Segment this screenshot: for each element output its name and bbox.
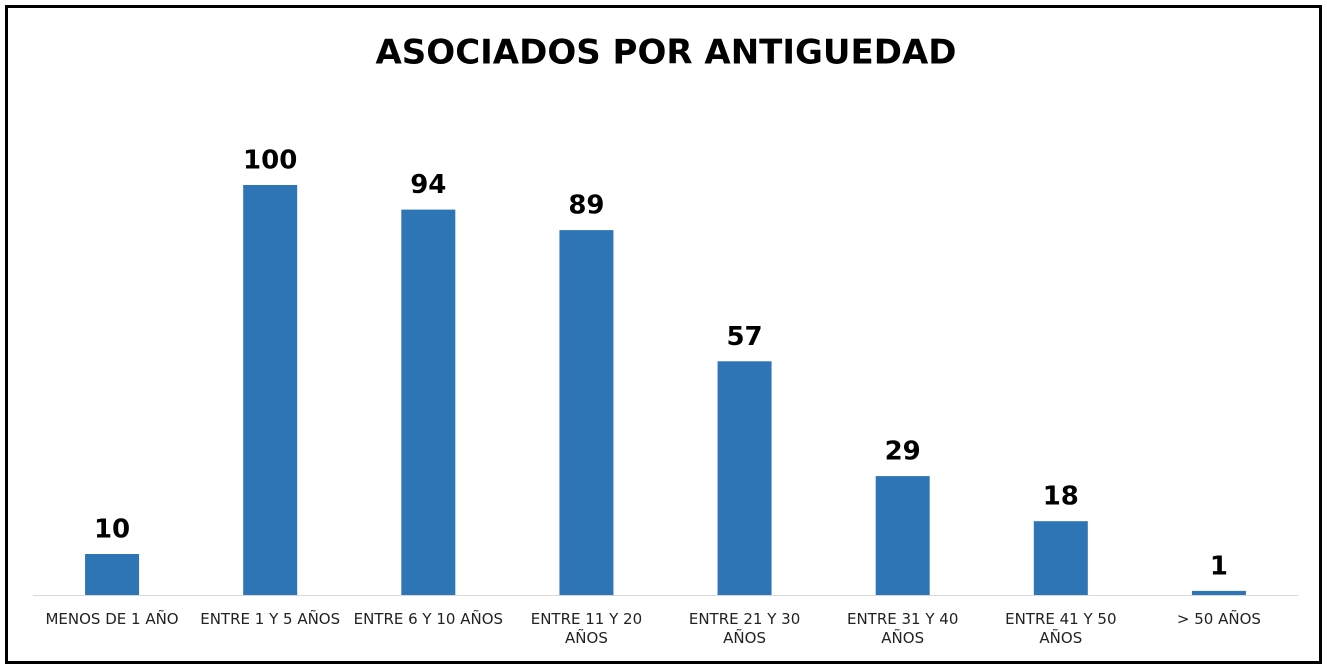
data-label: 57 (726, 322, 762, 352)
x-tick-label: ENTRE 6 Y 10 AÑOS (353, 610, 504, 628)
x-tick-label: ENTRE 1 Y 5 AÑOS (200, 610, 341, 628)
x-tick-label: ENTRE 11 Y 20 AÑOS (530, 610, 643, 647)
frame (5, 5, 1322, 664)
x-tick-label: ENTRE 31 Y 40 AÑOS (846, 610, 959, 647)
bar (401, 209, 456, 595)
data-label: 94 (410, 170, 446, 200)
data-label: 18 (1043, 482, 1079, 512)
x-tick-label: ENTRE 21 Y 30 AÑOS (688, 610, 801, 647)
bar (875, 476, 930, 595)
bar (85, 554, 140, 595)
bar (1191, 590, 1246, 595)
bar (559, 230, 614, 595)
x-tick-label: MENOS DE 1 AÑO (45, 610, 179, 628)
data-label: 100 (243, 146, 297, 176)
bar (243, 185, 298, 595)
data-label: 29 (885, 437, 921, 467)
data-label: 89 (568, 191, 604, 221)
x-tick-label: > 50 AÑOS (1176, 610, 1261, 628)
x-tick-label: ENTRE 41 Y 50 AÑOS (1005, 610, 1117, 647)
bar (1033, 521, 1088, 595)
data-label: 10 (94, 515, 130, 545)
bar (717, 361, 772, 595)
data-label: 1 (1210, 551, 1228, 581)
chart-title: ASOCIADOS POR ANTIGUEDAD (375, 33, 956, 73)
